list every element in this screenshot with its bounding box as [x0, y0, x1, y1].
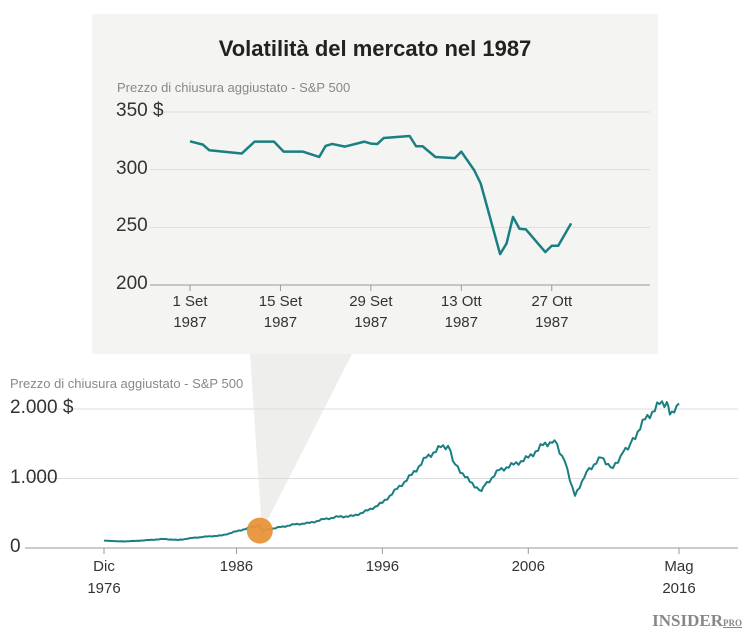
highlight-1987-marker: [246, 517, 273, 544]
main-xtick-year: 2016: [662, 580, 696, 597]
inset-xtick-label: 27 Ott: [531, 293, 573, 310]
main-xtick-year: 1976: [87, 580, 121, 597]
main-ytick-label: 1.000: [10, 466, 58, 488]
inset-xtick-label: 1 Set: [172, 293, 208, 310]
inset-xtick-year: 1987: [535, 314, 569, 331]
inset-xtick-label: 13 Ott: [440, 293, 482, 310]
main-xtick-label: 2006: [511, 558, 545, 575]
inset-ytick-label: 350 $: [116, 100, 164, 121]
inset-xtick-year: 1987: [173, 314, 207, 331]
inset-panel: [92, 14, 658, 354]
inset-xtick-label: 29 Set: [349, 293, 393, 310]
inset-series-line: [189, 134, 573, 256]
inset-xtick-year: 1987: [444, 314, 478, 331]
main-xtick-label: Dic: [93, 558, 115, 575]
inset-ylabel: Prezzo di chiusura aggiustato - S&P 500: [117, 80, 351, 95]
main-ytick-label: 0: [10, 536, 21, 557]
logo-sub: PRO: [723, 618, 742, 628]
inset-ytick-label: 300: [116, 157, 148, 179]
main-ytick-label: 2.000 $: [10, 397, 74, 418]
inset-xtick-label: 15 Set: [258, 293, 303, 310]
main-ylabel: Prezzo di chiusura aggiustato - S&P 500: [10, 376, 244, 391]
main-xtick-label: 1996: [365, 558, 400, 575]
inset-title: Volatilità del mercato nel 1987: [218, 36, 532, 61]
main-xtick-label: Mag: [664, 558, 694, 575]
main-xtick-label: 1986: [219, 558, 254, 575]
inset-ytick-label: 200: [116, 273, 148, 294]
logo-main: INSIDER: [652, 611, 723, 630]
inset-ytick-label: 250: [116, 215, 148, 237]
inset-xtick-year: 1987: [263, 314, 298, 331]
logo: INSIDERPRO: [652, 611, 742, 631]
inset-xtick-year: 1987: [354, 314, 388, 331]
callout-wedge: [250, 354, 352, 531]
main-series-line: [103, 400, 680, 543]
